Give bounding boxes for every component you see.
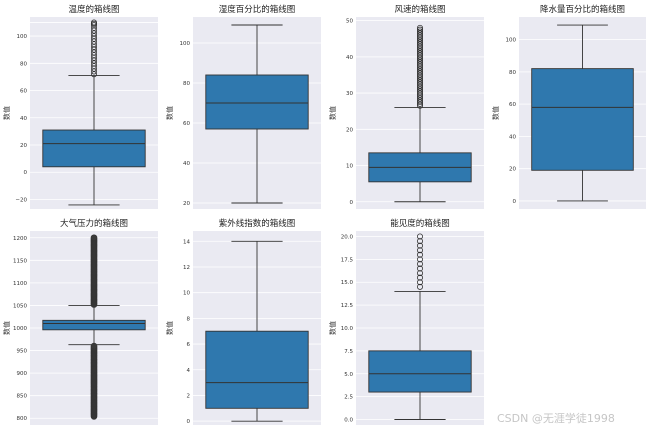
chart-title: 温度的箱线图 xyxy=(68,4,119,15)
chart-title: 降水量百分比的箱线图 xyxy=(540,4,625,15)
outlier-point xyxy=(416,274,423,281)
outlier-point xyxy=(90,342,98,350)
chart-title: 风速的箱线图 xyxy=(394,4,445,15)
outlier-point xyxy=(91,19,98,26)
y-tick-label: 60 xyxy=(509,102,516,108)
y-tick-label: 14 xyxy=(183,239,190,245)
y-tick-label: 0 xyxy=(24,170,28,176)
y-tick-label: 20 xyxy=(346,127,353,133)
outlier-point xyxy=(416,265,423,272)
outlier-point xyxy=(416,24,423,31)
chart-title: 湿度百分比的箱线图 xyxy=(219,4,296,15)
iqr-box xyxy=(42,319,146,331)
y-tick-label: 100 xyxy=(180,41,191,47)
y-axis-label: 数值 xyxy=(328,106,337,120)
y-tick-label: 1000 xyxy=(13,326,27,332)
y-tick-label: 10.0 xyxy=(341,326,354,332)
chart-title: 紫外线指数的箱线图 xyxy=(219,218,296,229)
y-tick-label: 0 xyxy=(187,419,191,425)
y-tick-label: 6 xyxy=(187,342,191,348)
y-tick-label: 60 xyxy=(183,121,190,127)
y-tick-label: 1150 xyxy=(13,258,27,264)
y-tick-label: 20 xyxy=(183,201,190,207)
outlier-point xyxy=(416,270,423,277)
iqr-box xyxy=(368,350,472,393)
y-tick-label: 0 xyxy=(513,199,517,205)
y-tick-label: 15.0 xyxy=(341,280,354,286)
y-tick-label: 12.5 xyxy=(341,303,354,309)
y-axis-label: 数值 xyxy=(328,321,337,335)
y-tick-label: 40 xyxy=(346,55,353,61)
y-tick-label: 7.5 xyxy=(344,349,353,355)
outlier-point xyxy=(416,283,423,290)
y-tick-label: 8 xyxy=(187,316,191,322)
y-tick-label: 80 xyxy=(20,61,27,67)
y-tick-label: 40 xyxy=(509,134,516,140)
y-tick-label: 0 xyxy=(350,200,354,206)
y-tick-label: 100 xyxy=(506,38,517,44)
subplot-5: 1200 1150 1100 1050 1000 950 900 850 800 大气压力的箱线图… xyxy=(2,218,158,425)
y-tick-label: 0.0 xyxy=(344,418,353,424)
outlier-point xyxy=(416,251,423,258)
y-tick-label: 900 xyxy=(17,371,28,377)
y-tick-label: 1100 xyxy=(13,281,27,287)
y-tick-label: 2.5 xyxy=(344,395,353,401)
outlier-point xyxy=(416,238,423,245)
chart-title: 能见度的箱线图 xyxy=(390,218,450,229)
y-tick-label: 17.5 xyxy=(341,257,354,263)
outlier-point xyxy=(416,242,423,249)
outlier-point xyxy=(416,233,423,240)
y-tick-label: 100 xyxy=(17,34,28,40)
y-tick-label: 4 xyxy=(187,368,191,374)
y-axis-label: 数值 xyxy=(2,106,11,120)
iqr-box xyxy=(205,74,309,130)
outlier-point xyxy=(416,279,423,286)
subplot-7: 20.0 17.5 15.0 12.5 10.0 7.5 5.0 2.5 0.0 能见度的箱线图数… xyxy=(328,218,484,425)
outlier-point xyxy=(416,247,423,254)
y-tick-label: 20.0 xyxy=(341,234,354,240)
y-axis-label: 数值 xyxy=(2,321,11,335)
outlier-point xyxy=(416,260,423,267)
y-tick-label: 1200 xyxy=(13,236,27,242)
y-tick-label: 12 xyxy=(183,265,190,271)
outlier-point xyxy=(416,256,423,263)
y-tick-label: 50 xyxy=(346,19,353,25)
outlier-point xyxy=(416,26,423,33)
y-axis-label: 数值 xyxy=(165,106,174,120)
y-tick-label: 10 xyxy=(183,291,190,297)
y-tick-label: 40 xyxy=(183,161,190,167)
y-axis-label: 数值 xyxy=(491,106,500,120)
y-tick-label: −20 xyxy=(15,197,27,203)
y-tick-label: 800 xyxy=(17,416,28,422)
iqr-box xyxy=(205,330,309,409)
y-tick-label: 5.0 xyxy=(344,372,353,378)
y-tick-label: 60 xyxy=(20,89,27,95)
y-tick-label: 80 xyxy=(509,70,516,76)
y-tick-label: 2 xyxy=(187,393,191,399)
y-tick-label: 80 xyxy=(183,81,190,87)
y-tick-label: 850 xyxy=(17,394,28,400)
y-tick-label: 10 xyxy=(346,164,353,170)
watermark: CSDN @无涯学徒1998 xyxy=(497,412,615,425)
chart-title: 大气压力的箱线图 xyxy=(60,218,128,229)
iqr-box xyxy=(42,129,146,168)
y-axis-label: 数值 xyxy=(165,321,174,335)
y-tick-label: 20 xyxy=(509,167,516,173)
y-tick-label: 20 xyxy=(20,143,27,149)
y-tick-label: 1050 xyxy=(13,303,27,309)
outlier-point xyxy=(90,234,98,242)
iqr-box xyxy=(531,68,634,171)
outlier-point xyxy=(416,28,423,35)
y-tick-label: 950 xyxy=(17,349,28,355)
y-tick-label: 40 xyxy=(20,116,27,122)
y-tick-label: 30 xyxy=(346,91,353,97)
